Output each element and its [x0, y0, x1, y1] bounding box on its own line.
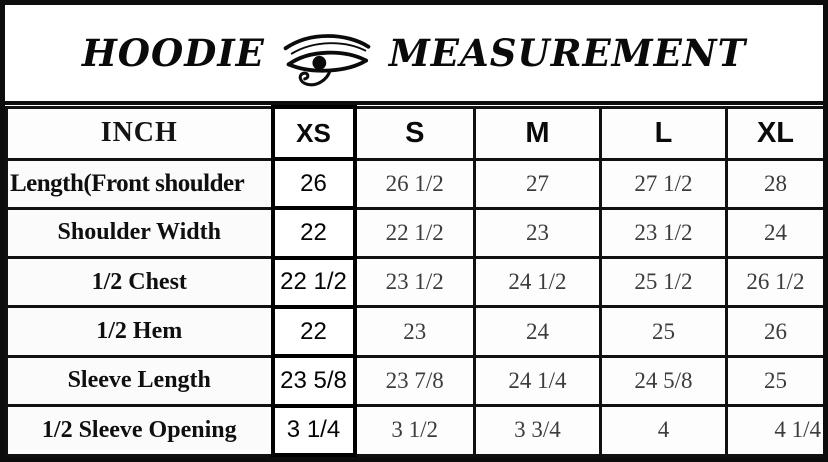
- measurement-cell: 4: [599, 404, 728, 457]
- row-label-length: Length(Front shoulder: [5, 157, 274, 210]
- row-label-half-sleeve-opening: 1/2 Sleeve Opening: [5, 404, 274, 457]
- table-row: 1/2 Sleeve Opening 3 1/4 3 1/2 3 3/4 4 4…: [5, 403, 823, 457]
- measurement-cell: 4 1/4: [725, 404, 823, 457]
- title-word-measurement: MEASUREMENT: [388, 31, 747, 75]
- table-row: Length(Front shoulder 26 26 1/2 27 27 1/…: [5, 156, 823, 211]
- measurement-cell: 23: [473, 206, 602, 260]
- column-header-l: L: [599, 105, 728, 161]
- eye-of-horus-icon: [281, 28, 373, 90]
- row-label-shoulder-width: Shoulder Width: [5, 206, 274, 260]
- column-header-inch: INCH: [5, 105, 274, 161]
- column-header-xs: XS: [270, 105, 357, 161]
- measurement-cell: 22 1/2: [353, 206, 476, 260]
- measurement-cell: 28: [725, 157, 823, 210]
- measurement-cell: 3 1/4: [270, 403, 357, 457]
- measurement-cell: 3 3/4: [473, 404, 602, 457]
- measurement-cell: 23 5/8: [270, 354, 357, 408]
- table-row: Sleeve Length 23 5/8 23 7/8 24 1/4 24 5/…: [5, 354, 823, 408]
- table-row: 1/2 Hem 22 23 24 25 26: [5, 304, 823, 359]
- measurement-table: INCH XS S M L XL Length(Front shoulder 2…: [5, 105, 823, 457]
- measurement-cell: 26: [725, 305, 823, 358]
- row-label-half-hem: 1/2 Hem: [5, 305, 274, 358]
- measurement-cell: 27 1/2: [599, 157, 728, 210]
- table-row: 1/2 Chest 22 1/2 23 1/2 24 1/2 25 1/2 26…: [5, 255, 823, 309]
- measurement-cell: 24: [725, 206, 823, 260]
- measurement-cell: 23: [353, 305, 476, 358]
- measurement-cell: 27: [473, 157, 602, 210]
- measurement-cell: 25: [599, 305, 728, 358]
- measurement-cell: 3 1/2: [353, 404, 476, 457]
- measurement-cell: 25: [725, 354, 823, 408]
- measurement-cell: 25 1/2: [599, 256, 728, 309]
- row-label-half-chest: 1/2 Chest: [5, 256, 274, 309]
- measurement-cell: 24 1/4: [473, 354, 602, 408]
- chart-title: HOODIE MEASUREMENT: [5, 5, 823, 105]
- measurement-cell: 26: [270, 156, 357, 211]
- measurement-cell: 22: [270, 206, 357, 260]
- measurement-cell: 24 5/8: [599, 354, 728, 408]
- measurement-cell: 23 1/2: [353, 256, 476, 309]
- column-header-m: M: [473, 105, 602, 161]
- table-row: Shoulder Width 22 22 1/2 23 23 1/2 24: [5, 206, 823, 260]
- measurement-cell: 23 1/2: [599, 206, 728, 260]
- measurement-cell: 23 7/8: [353, 354, 476, 408]
- header-row: INCH XS S M L XL: [5, 105, 823, 161]
- column-header-xl: XL: [725, 105, 823, 161]
- measurement-cell: 24 1/2: [473, 256, 602, 309]
- column-header-s: S: [353, 105, 476, 161]
- measurement-cell: 24: [473, 305, 602, 358]
- measurement-cell: 26 1/2: [725, 256, 823, 309]
- measurement-cell: 22 1/2: [270, 255, 357, 309]
- measurement-cell: 26 1/2: [353, 157, 476, 210]
- measurement-cell: 22: [270, 304, 357, 359]
- title-word-hoodie: HOODIE: [81, 31, 265, 75]
- row-label-sleeve-length: Sleeve Length: [5, 354, 274, 408]
